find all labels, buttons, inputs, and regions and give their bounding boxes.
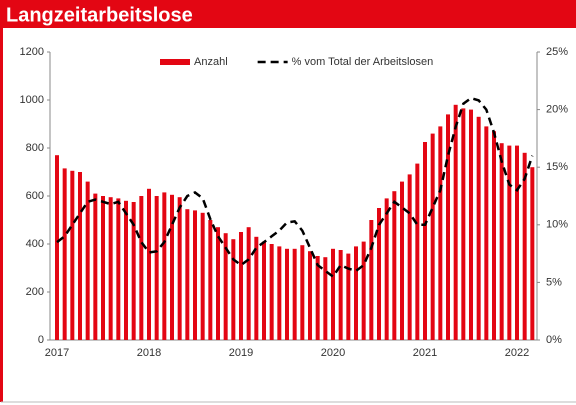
x-tick-label: 2022 [505,347,529,359]
legend-swatch [160,59,190,65]
bar [461,108,466,341]
bar [185,209,190,340]
y-tick-label: 200 [26,286,44,298]
bar [277,246,282,340]
y2-tick-label: 0% [546,334,562,346]
x-tick-label: 2020 [321,347,345,359]
y-tick-label: 1200 [20,46,44,58]
bar [70,170,75,340]
bar [216,227,220,340]
bar [453,104,458,340]
bar [476,116,481,340]
legend-label: % vom Total der Arbeitslosen [292,56,434,68]
bar [400,181,404,340]
bar [162,192,167,340]
bar [507,145,512,340]
bar [62,168,67,340]
bar [515,145,519,340]
bar [285,248,289,340]
bar [139,196,144,340]
bar [484,126,489,341]
bar [331,248,335,340]
bar [492,131,496,340]
bar [315,256,320,340]
bar [300,245,305,340]
bar [384,198,389,340]
y-tick-label: 1000 [20,94,44,106]
bar [208,220,213,340]
bar [231,239,236,340]
bar [131,202,136,340]
line [56,96,534,279]
bar [530,167,535,340]
x-tick-label: 2019 [229,347,253,359]
bar [499,143,504,340]
bar [392,191,397,340]
bar [430,133,435,340]
y2-tick-label: 25% [546,46,568,58]
bar [147,188,151,340]
bar [177,197,182,340]
bar [254,236,259,340]
title-bar [0,0,576,28]
y2-tick-label: 5% [546,276,562,288]
bar [85,181,90,340]
y-tick-label: 400 [26,238,44,250]
bar [369,220,374,340]
bar [154,196,159,340]
bar [423,142,427,340]
bar [346,253,351,340]
x-tick-label: 2021 [413,347,437,359]
bar [377,208,381,340]
legend-label: Anzahl [194,56,228,68]
chart-title: Langzeitarbeitslose [6,4,193,26]
y2-tick-label: 20% [546,104,568,116]
bar [354,246,358,340]
bar [522,152,527,340]
bar [415,163,420,340]
bar [361,241,366,340]
x-tick-label: 2017 [45,347,69,359]
bar [200,212,205,340]
y-tick-label: 600 [26,190,44,202]
bar [262,241,266,340]
bar [108,197,113,340]
bar [124,200,128,340]
bar [55,155,59,340]
bar [170,194,174,340]
bar [116,198,121,340]
x-tick-label: 2018 [137,347,161,359]
bar [239,232,243,340]
bar [246,227,251,340]
bar [469,109,473,340]
y2-tick-label: 15% [546,161,568,173]
bar [101,196,105,340]
y2-tick-label: 10% [546,219,568,231]
bar [292,248,297,340]
bar [193,210,197,340]
bar [223,233,228,340]
bar [438,126,443,341]
y-tick-label: 0 [38,334,44,346]
bar [269,244,274,340]
bar [78,172,82,340]
bar [323,257,328,340]
bar [338,250,343,340]
bar [446,114,450,341]
bar [93,193,98,340]
bar [407,174,412,340]
y-tick-label: 800 [26,142,44,154]
bar [308,251,312,340]
